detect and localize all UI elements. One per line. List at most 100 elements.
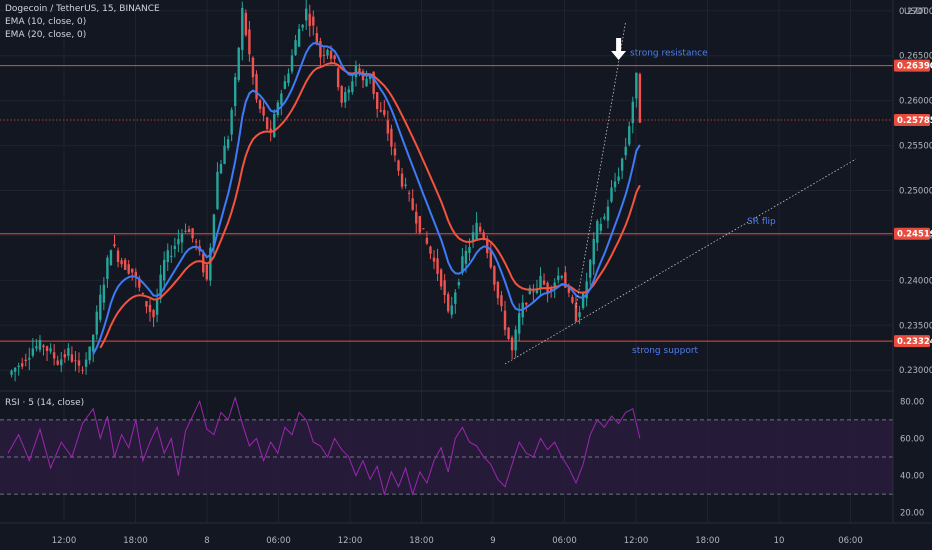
candle-body	[397, 160, 400, 171]
candle-body	[351, 81, 354, 92]
candle-body	[305, 8, 308, 21]
candle-body	[450, 305, 453, 315]
candle-body	[535, 288, 539, 293]
rsi-axis[interactable]: 80.00 60.00 40.00 20.00	[900, 397, 924, 518]
candle-body	[31, 348, 35, 356]
candle-body	[301, 24, 304, 28]
candle-body	[464, 250, 468, 264]
candle-body	[63, 354, 66, 358]
rsi-tick-label: 80.00	[900, 397, 924, 407]
rsi-line	[7, 395, 641, 496]
candle-body	[454, 292, 457, 304]
candle-body	[606, 206, 610, 221]
price-tag-label: 0.26390	[897, 62, 932, 72]
candle-body	[457, 282, 461, 286]
candle-body	[28, 357, 31, 360]
candle-body	[500, 295, 503, 307]
candle-body	[248, 29, 251, 55]
candle-body	[187, 229, 191, 233]
price-tag-label: 0.23324	[897, 337, 932, 347]
candle-body	[557, 275, 560, 280]
candle-body	[610, 187, 613, 202]
price-tag-bg	[894, 113, 930, 126]
candle-body	[134, 271, 137, 278]
candle-body	[390, 128, 393, 147]
candle-body	[280, 93, 283, 105]
candle-body	[518, 313, 521, 334]
candle-body	[525, 303, 528, 305]
candle-body	[404, 184, 407, 186]
candle-body	[411, 198, 414, 210]
candle-body	[589, 259, 592, 278]
candle-body	[194, 241, 198, 243]
time-tick-label: 12:00	[52, 536, 77, 546]
candle-body	[407, 192, 411, 194]
time-tick-label: 06:00	[552, 536, 577, 546]
candle-body	[84, 359, 88, 367]
candle-body	[21, 363, 24, 367]
time-tick-label: 18:00	[123, 536, 148, 546]
candle-body	[478, 226, 482, 232]
time-tick-label: 8	[204, 536, 209, 546]
candle-body	[102, 284, 106, 303]
ema10-legend[interactable]: EMA (10, close, 0)	[5, 17, 87, 27]
candle-body	[354, 65, 358, 78]
price-tick-label: 0.27000	[899, 7, 932, 17]
candle-body	[24, 359, 27, 362]
candle-body	[344, 92, 347, 103]
time-tick-label: 18:00	[695, 536, 720, 546]
rsi-legend[interactable]: RSI · 5 (14, close)	[5, 398, 85, 408]
candle-body	[95, 311, 98, 335]
candle-body	[255, 74, 258, 100]
candle-body	[163, 259, 166, 281]
candle-body	[528, 287, 532, 295]
time-tick-label: 12:00	[624, 536, 649, 546]
candle-body	[170, 255, 173, 257]
candle-body	[10, 370, 13, 375]
candle-body	[241, 7, 244, 51]
candle-body	[486, 238, 489, 254]
candle-body	[294, 40, 297, 55]
ema20-legend[interactable]: EMA (20, close, 0)	[5, 30, 87, 40]
price-tick-label: 0.25000	[899, 187, 932, 197]
rsi-guides	[0, 419, 893, 495]
candles	[10, 0, 642, 382]
annotation-strong-support: strong support	[632, 346, 699, 356]
candle-body	[482, 232, 485, 239]
candle-body	[638, 73, 642, 123]
support-trendline[interactable]	[504, 158, 857, 365]
steep-trendline[interactable]	[575, 21, 627, 308]
candle-body	[17, 365, 20, 368]
horizontal-levels[interactable]	[0, 65, 893, 342]
candle-body	[283, 81, 287, 89]
candle-body	[219, 164, 223, 174]
candle-body	[422, 228, 425, 230]
price-tag-label: 0.24519	[897, 230, 932, 240]
candle-body	[265, 117, 269, 130]
candle-body	[358, 68, 361, 74]
candle-body	[77, 360, 81, 366]
candle-body	[251, 57, 255, 78]
candle-body	[42, 345, 45, 348]
candle-body	[109, 250, 113, 266]
candle-body	[92, 335, 95, 352]
candle-body	[74, 360, 77, 362]
candle-body	[262, 106, 265, 116]
time-axis[interactable]: 12:00 18:00 8 06:00 12:00 18:00 9 06:00 12:00 18:…	[0, 522, 932, 546]
ema-10-line	[92, 42, 641, 355]
candle-body	[510, 337, 514, 351]
price-axis[interactable]: 0.27000 0.26500 0.26000 0.25500 0.25000 0.245…	[892, 0, 932, 522]
candle-body	[244, 12, 248, 36]
rsi-tick-label: 40.00	[900, 472, 924, 482]
candle-body	[141, 293, 145, 295]
candle-body	[13, 367, 17, 372]
candle-body	[319, 41, 322, 58]
candle-body	[166, 250, 169, 262]
candle-body	[70, 354, 74, 362]
time-tick-label: 12:00	[338, 536, 363, 546]
candle-body	[617, 176, 620, 181]
candle-body	[386, 120, 390, 134]
symbol-legend[interactable]: Dogecoin / TetherUS, 15, BINANCE	[5, 4, 160, 14]
candle-body	[35, 346, 38, 349]
